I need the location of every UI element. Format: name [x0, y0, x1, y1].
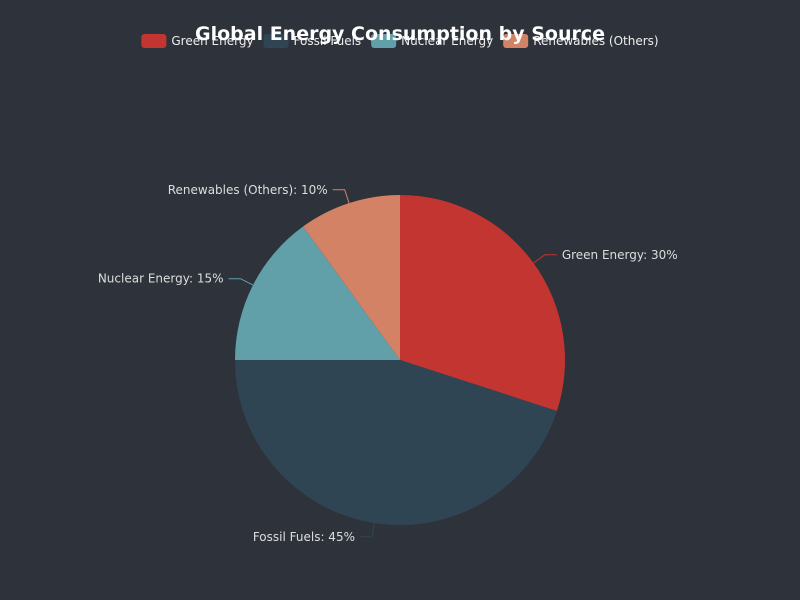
legend-label-nuclear-energy: Nuclear Energy — [401, 34, 493, 48]
legend-item-fossil-fuels[interactable]: Fossil Fuels — [263, 34, 362, 48]
label-leader-lines — [228, 189, 557, 538]
legend: Green Energy Fossil Fuels Nuclear Energy Re… — [141, 34, 659, 48]
legend-label-green-energy: Green Energy — [171, 34, 253, 48]
pie-slice-nuclear-energy[interactable] — [235, 226, 400, 360]
leader-line-fossil-fuels — [359, 522, 375, 538]
slice-label-fossil-fuels: Fossil Fuels: 45% — [253, 530, 355, 544]
legend-swatch-green-energy — [141, 34, 167, 48]
legend-item-green-energy[interactable]: Green Energy — [141, 34, 254, 48]
legend-item-renewables-others[interactable]: Renewables (Others) — [503, 34, 659, 48]
chart-title: Global Energy Consumption by Source — [195, 23, 605, 45]
slice-label-nuclear-energy: Nuclear Energy: 15% — [98, 272, 224, 286]
slice-labels: Green Energy: 30% Fossil Fuels: 45% Nuclea… — [98, 183, 678, 544]
legend-item-nuclear-energy[interactable]: Nuclear Energy — [371, 34, 493, 48]
legend-swatch-fossil-fuels — [263, 34, 289, 48]
legend-swatch-nuclear-energy — [371, 34, 397, 48]
slice-label-green-energy: Green Energy: 30% — [562, 248, 678, 262]
legend-label-fossil-fuels: Fossil Fuels — [294, 34, 362, 48]
pie-slice-green-energy[interactable] — [400, 195, 565, 411]
legend-label-renewables-others: Renewables (Others) — [533, 34, 658, 48]
pie-slice-renewables-others[interactable] — [303, 195, 400, 360]
pie-slices — [235, 195, 565, 525]
legend-swatch-renewables-others — [503, 34, 529, 48]
leader-line-nuclear-energy — [228, 278, 254, 286]
leader-line-renewables-others — [332, 189, 350, 204]
slice-label-renewables-others: Renewables (Others): 10% — [168, 183, 328, 197]
pie-slice-fossil-fuels[interactable] — [235, 360, 557, 525]
leader-line-green-energy — [533, 254, 557, 264]
